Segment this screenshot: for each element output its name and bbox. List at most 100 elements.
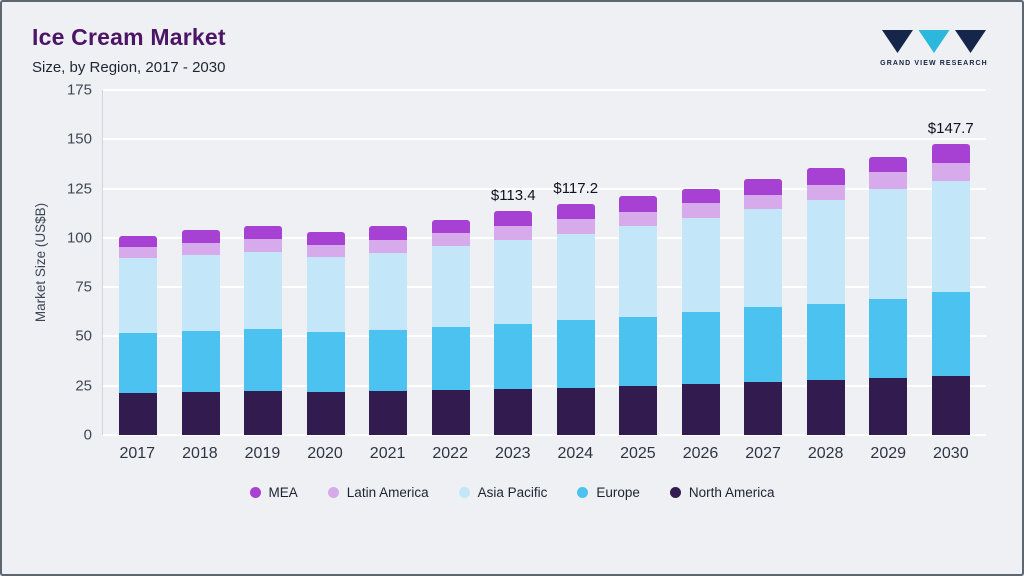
x-axis-label: 2020 [307,445,343,462]
x-axis-label: 2029 [870,445,907,462]
y-tick-label: 150 [66,130,92,148]
bar-segment-mea [619,196,658,213]
grand-view-research-logo: GRAND VIEW RESEARCH [880,24,988,73]
legend-label: Asia Pacific [477,485,548,500]
bar-segment-asia-pacific [431,245,470,327]
bar-2026 [670,90,733,435]
bar-2028 [795,90,858,435]
bar-segment-latin-america [244,238,283,252]
bar-segment-north-america [494,388,533,435]
y-tick-label: 175 [66,81,92,99]
legend-dot [249,487,261,498]
bar-segment-asia-pacific [306,256,345,332]
y-tick-label: 0 [83,426,92,444]
bar-segment-mea [931,143,970,163]
gvr-logo-text: GRAND VIEW RESEARCH [880,60,988,67]
x-axis-label: 2030 [933,445,969,462]
bar-segment-asia-pacific [556,233,595,320]
bar-stack-2021 [369,226,408,435]
bar-segment-mea [244,226,283,239]
gridline [103,89,986,91]
bar-value-label: $113.4 [490,187,536,205]
bar-segment-mea [494,211,533,227]
bar-stack-2027 [744,178,783,435]
y-tick-label: 125 [66,180,92,198]
gridline [103,384,986,387]
legend-item-mea: MEA [249,485,298,500]
chart-legend: MEA Latin America Asia Pacific Europe North … [2,485,1022,500]
bar-segment-europe [244,328,283,391]
gridline [103,434,986,436]
page-title: Ice Cream Market [32,24,226,50]
bar-segment-latin-america [431,232,470,246]
x-axis-label: 2022 [432,445,468,462]
bar-segment-mea [744,178,783,195]
bar-2023: $113.4 [482,90,545,435]
legend-dot [669,487,681,498]
bar-segment-europe [369,329,408,391]
bar-segment-latin-america [744,194,783,210]
bar-segment-latin-america [306,244,345,257]
bar-segment-europe [619,316,658,386]
x-axis-label: 2025 [620,445,656,462]
bar-2017 [107,90,170,435]
bar-segment-north-america [806,379,845,435]
bar-segment-north-america [181,391,220,435]
bar-segment-north-america [431,389,470,435]
bar-segment-asia-pacific [869,188,908,299]
bar-segment-europe [306,331,345,392]
bar-segment-asia-pacific [119,257,158,334]
bar-segment-mea [869,157,908,172]
bar-2022 [420,90,483,435]
bar-2027 [732,90,795,435]
legend-dot [458,487,470,498]
bar-stack-2018 [181,230,220,435]
legend-label: Latin America [346,485,429,500]
gvr-logo-icon: GRAND VIEW RESEARCH [880,30,988,67]
plot-area: $113.4 $117.2 $147.7 [102,89,986,436]
bar-segment-europe [806,303,845,380]
bar-2020 [295,90,358,435]
x-axis-label: 2023 [494,445,531,462]
bar-2030: $147.7 [920,90,983,435]
x-axis-labels: 2017 2018 2019 2020 2021 2022 2023 2024 2025 2026… [102,445,986,463]
bar-segment-north-america [119,392,158,435]
bar-segment-asia-pacific [244,251,283,329]
bar-segment-europe [744,306,783,382]
bar-stack-2024 [556,203,595,435]
gridline [103,335,986,338]
legend-dot [327,487,339,498]
gridline [103,286,986,289]
bar-segment-north-america [931,375,970,435]
legend-label: North America [688,485,775,500]
x-axis-label: 2017 [119,445,156,462]
bar-segment-europe [681,311,720,384]
bar-segment-asia-pacific [494,239,533,324]
bar-segment-europe [494,323,533,389]
x-axis-label: 2027 [745,445,781,462]
legend-item-europe: Europe [577,485,640,500]
x-axis-label: 2019 [244,445,281,462]
bar-2018 [170,90,233,435]
bar-segment-mea [806,167,845,185]
legend-item-latin-america: Latin America [327,485,429,500]
bar-stack-2025 [619,196,658,435]
bar-segment-latin-america [806,184,845,201]
bar-segment-europe [431,326,470,390]
bar-segment-asia-pacific [181,254,220,331]
bar-2024: $117.2 [545,90,608,435]
x-axis-label: 2028 [807,445,844,462]
bar-segment-latin-america [494,226,533,240]
bar-stack-2020 [306,231,345,435]
bar-segment-asia-pacific [369,252,408,330]
bar-segment-north-america [244,390,283,435]
bar-segment-latin-america [931,162,970,181]
legend-label: MEA [268,485,298,500]
bar-segment-europe [869,299,908,378]
bar-stack-2030 [931,143,970,435]
bar-segment-mea [556,203,595,220]
bar-segment-latin-america [869,171,908,189]
bar-segment-asia-pacific [744,209,783,307]
bar-2029 [857,90,920,435]
